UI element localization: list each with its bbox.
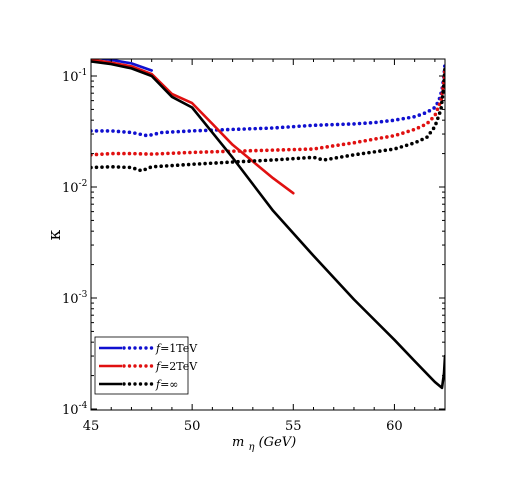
legend: f=1TeV f=2TeV f=∞ [94, 336, 198, 395]
series-dotted-3 [91, 65, 445, 157]
x-axis-label-sub: η [248, 442, 254, 453]
series-solid-0 [95, 59, 153, 72]
legend-label: f=∞ [155, 378, 178, 391]
y-axis-label: κ [45, 229, 65, 240]
legend-label: f=1TeV [155, 342, 198, 355]
series-layer [91, 59, 445, 390]
x-axis-label-tail: (GeV) [259, 435, 297, 450]
y-tick-label: 10-3 [62, 290, 88, 307]
y-tick-label: 10-2 [62, 179, 87, 196]
ticks-layer [90, 59, 445, 410]
x-axis-label: m η (GeV) [232, 435, 296, 454]
x-tick-label: 45 [83, 419, 100, 434]
x-tick-labels: 45 50 55 60 [83, 419, 403, 434]
plot-frame [90, 58, 446, 411]
series-solid-4 [91, 60, 445, 390]
y-tick-label: 10-4 [62, 401, 88, 418]
x-tick-label: 60 [386, 419, 403, 434]
y-tick-labels: 10-1 10-2 10-3 10-4 [62, 68, 88, 418]
x-axis-label-main: m [232, 435, 244, 450]
legend-label: f=2TeV [155, 360, 198, 373]
series-dotted-1 [91, 61, 445, 138]
y-tick-label: 10-1 [62, 68, 87, 85]
series-dotted-5 [91, 65, 445, 173]
series-solid-2 [91, 59, 295, 195]
x-tick-label: 55 [285, 419, 302, 434]
x-tick-label: 50 [184, 419, 201, 434]
